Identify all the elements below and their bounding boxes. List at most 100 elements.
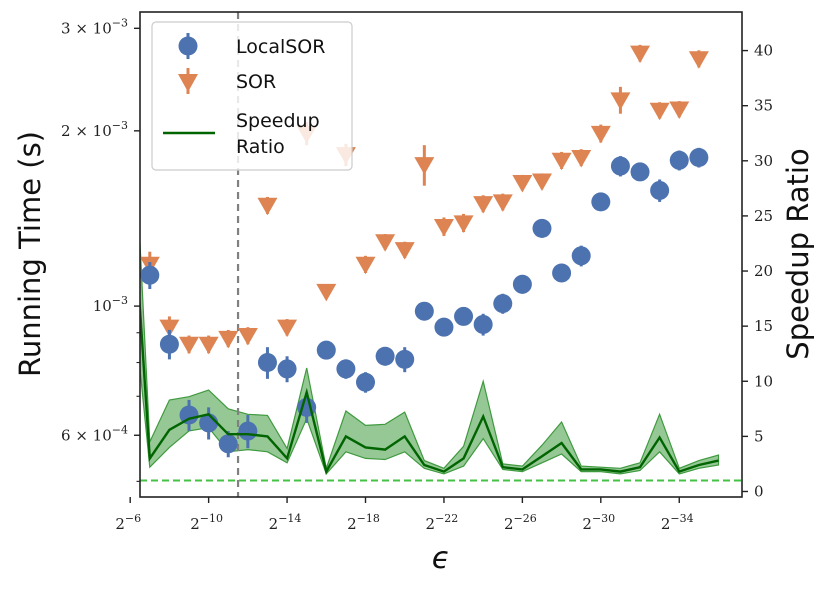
- sor-marker: [257, 197, 278, 216]
- sor-marker: [277, 319, 298, 338]
- y-right-tick-label: 0: [754, 482, 764, 500]
- localsor-marker: [454, 306, 474, 326]
- localsor-point: [395, 347, 415, 373]
- localsor-marker: [316, 340, 336, 360]
- sor-point: [610, 86, 631, 114]
- sor-point: [571, 149, 592, 168]
- localsor-marker: [277, 359, 297, 379]
- localsor-marker: [140, 265, 160, 285]
- localsor-point: [473, 313, 493, 336]
- localsor-marker: [532, 218, 552, 238]
- localsor-point: [414, 301, 434, 321]
- localsor-marker: [493, 294, 513, 314]
- localsor-marker: [414, 301, 434, 321]
- localsor-point: [159, 329, 179, 360]
- sor-marker: [571, 149, 592, 168]
- localsor-point: [532, 218, 552, 238]
- sor-marker: [355, 256, 376, 275]
- localsor-marker: [689, 147, 709, 167]
- y-right-tick-label: 20: [754, 262, 773, 280]
- localsor-marker: [473, 314, 493, 334]
- sor-marker: [237, 328, 258, 346]
- sor-marker: [394, 242, 415, 260]
- localsor-marker: [571, 246, 591, 266]
- localsor-marker: [591, 192, 611, 212]
- localsor-marker: [336, 359, 356, 379]
- localsor-marker: [257, 353, 277, 373]
- sor-point: [590, 124, 611, 144]
- y-left-tick-label: 2 × 10−3: [61, 119, 128, 140]
- legend-entry-sor: SOR: [178, 68, 276, 94]
- localsor-point: [257, 347, 277, 379]
- localsor-point: [140, 262, 160, 289]
- localsor-point: [689, 147, 709, 168]
- legend-label-sor: SOR: [236, 71, 276, 93]
- localsor-marker: [218, 434, 238, 454]
- localsor-point: [179, 399, 199, 432]
- x-tick-label: 2−6: [115, 512, 141, 533]
- sor-marker: [610, 92, 631, 110]
- sor-marker: [669, 101, 690, 120]
- x-tick-label: 2−18: [347, 512, 380, 533]
- x-tick-label: 2−30: [582, 512, 615, 533]
- sor-point: [179, 335, 200, 355]
- localsor-point: [591, 192, 611, 212]
- localsor-point: [218, 431, 238, 458]
- sor-point: [414, 145, 435, 186]
- x-tick-label: 2−10: [190, 512, 223, 533]
- legend-localsor-marker: [178, 36, 198, 56]
- sor-marker: [140, 47, 141, 48]
- localsor-point: [434, 317, 454, 337]
- x-tick-label: 2−14: [269, 512, 302, 533]
- sor-point: [492, 193, 513, 212]
- localsor-point: [610, 156, 630, 177]
- localsor-point: [669, 150, 689, 171]
- sor-point: [257, 196, 278, 216]
- sor-point: [551, 151, 572, 171]
- x-tick-label: 2−34: [661, 512, 694, 533]
- localsor-marker: [630, 162, 650, 182]
- sor-point: [669, 101, 690, 120]
- sor-marker: [433, 218, 454, 237]
- sor-point: [473, 195, 494, 214]
- sor-point: [355, 255, 376, 275]
- sor-marker: [630, 45, 651, 64]
- sor-marker: [492, 194, 513, 212]
- y-right-tick-label: 40: [754, 42, 773, 60]
- sor-point: [316, 283, 337, 302]
- y-left-tick-label: 3 × 10−3: [61, 16, 128, 37]
- sor-point: [218, 329, 239, 349]
- localsor-point: [336, 359, 356, 379]
- localsor-point: [512, 274, 532, 294]
- sor-point: [512, 174, 533, 193]
- sor-point: [394, 241, 415, 260]
- localsor-marker: [650, 180, 670, 200]
- localsor-point: [375, 346, 395, 366]
- x-tick-label: 2−22: [426, 512, 459, 533]
- y-right-tick-label: 30: [754, 152, 773, 170]
- reference-lines-layer: [140, 12, 742, 497]
- y-axis-left-title: Running Time (s): [13, 131, 47, 377]
- sor-point: [649, 102, 670, 121]
- localsor-marker: [669, 150, 689, 170]
- localsor-marker: [179, 405, 199, 425]
- speedup-line: [140, 291, 719, 475]
- localsor-marker: [356, 372, 376, 392]
- y-right-tick-label: 15: [754, 317, 773, 335]
- y-left-tick-label: 10−3: [93, 294, 128, 315]
- sor-marker: [159, 319, 180, 338]
- sor-marker: [590, 125, 611, 144]
- y-axis-right-title: Speedup Ratio: [781, 148, 815, 359]
- x-tick-label: 2−26: [504, 512, 537, 533]
- legend-entry-localsor: LocalSOR: [178, 33, 325, 59]
- localsor-marker: [238, 421, 258, 441]
- sor-marker: [473, 196, 494, 214]
- y-left-tick-label: 6 × 10−4: [61, 423, 128, 444]
- sor-point: [531, 173, 552, 192]
- localsor-point: [571, 245, 591, 267]
- sor-marker: [531, 173, 552, 192]
- sor-marker: [198, 336, 219, 355]
- y-right-tick-label: 35: [754, 97, 773, 115]
- plot-frame: [139, 11, 743, 498]
- sor-marker: [551, 152, 572, 171]
